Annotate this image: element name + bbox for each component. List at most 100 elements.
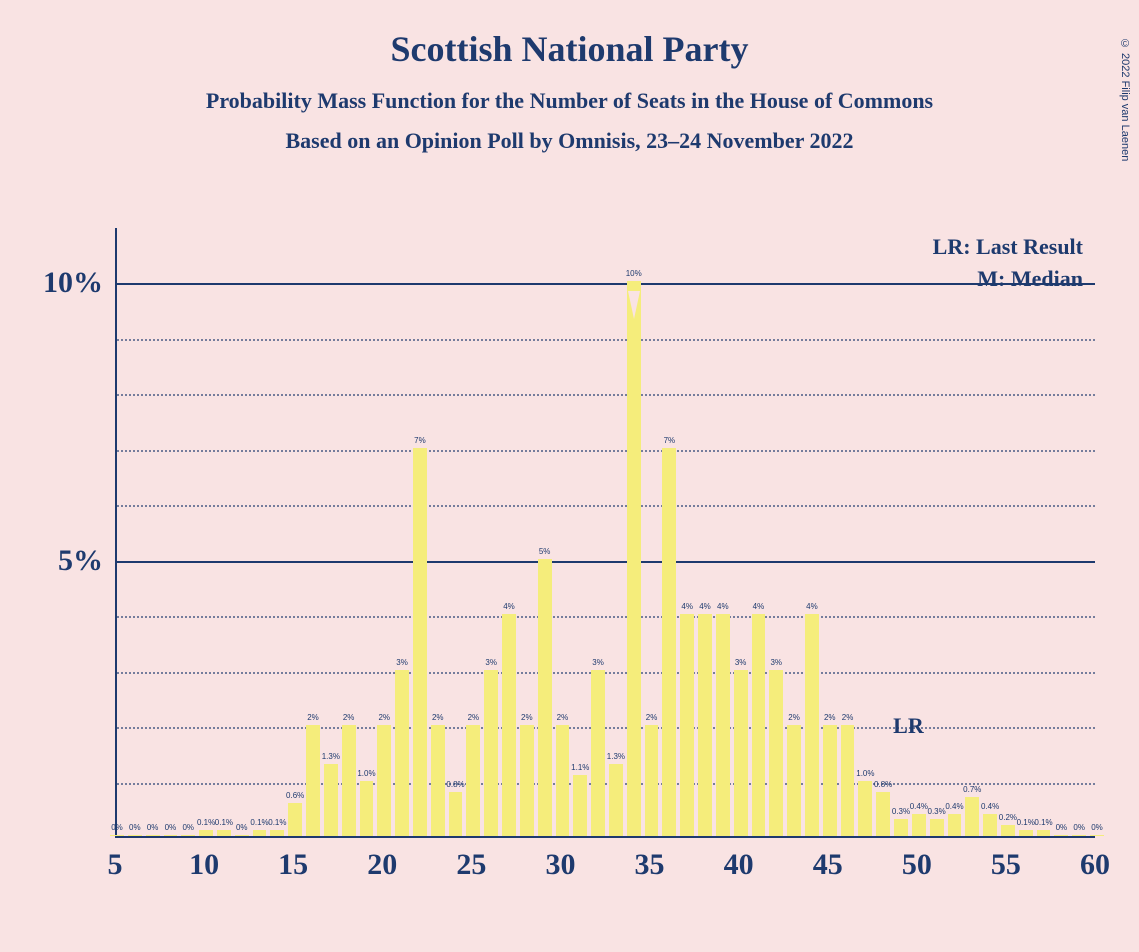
- bar: [164, 835, 178, 836]
- bar: [413, 448, 427, 836]
- bar: [217, 830, 231, 836]
- bar-value-label: 7%: [414, 436, 426, 445]
- legend-m: M: Median: [977, 266, 1083, 292]
- x-axis-label: 10: [189, 848, 219, 882]
- bar: [680, 614, 694, 836]
- bar: [573, 775, 587, 836]
- bar: [716, 614, 730, 836]
- bar: [858, 781, 872, 836]
- bar-value-label: 0%: [111, 823, 123, 832]
- bar-value-label: 1.1%: [571, 763, 589, 772]
- bar-value-label: 2%: [343, 713, 355, 722]
- bar-value-label: 1.3%: [322, 752, 340, 761]
- bar: [502, 614, 516, 836]
- x-axis-label: 30: [545, 848, 575, 882]
- gridline-minor: [117, 727, 1095, 729]
- gridline-major: [117, 283, 1095, 285]
- chart-title: Scottish National Party: [0, 28, 1139, 70]
- lr-marker-label: LR: [893, 713, 924, 739]
- bar: [431, 725, 445, 836]
- bar-value-label: 0%: [1091, 823, 1103, 832]
- copyright-text: © 2022 Filip van Laenen: [1119, 38, 1131, 161]
- bar-value-label: 3%: [485, 658, 497, 667]
- bar-value-label: 1.0%: [357, 769, 375, 778]
- bar-value-label: 2%: [432, 713, 444, 722]
- bar-value-label: 0.8%: [446, 780, 464, 789]
- bar-value-label: 2%: [824, 713, 836, 722]
- bar: [128, 835, 142, 836]
- bar: [609, 764, 623, 836]
- bar: [823, 725, 837, 836]
- bar-value-label: 0%: [165, 823, 177, 832]
- bar: [1019, 830, 1033, 836]
- bar: [662, 448, 676, 836]
- bar-value-label: 1.0%: [856, 769, 874, 778]
- gridline-minor: [117, 672, 1095, 674]
- bar: [110, 835, 124, 836]
- x-axis-label: 55: [991, 848, 1021, 882]
- bar: [235, 835, 249, 836]
- bar-value-label: 2%: [307, 713, 319, 722]
- bar: [769, 670, 783, 836]
- bar-value-label: 7%: [664, 436, 676, 445]
- bar-value-label: 0.4%: [945, 802, 963, 811]
- bar-value-label: 2%: [468, 713, 480, 722]
- gridline-minor: [117, 394, 1095, 396]
- gridline-minor: [117, 783, 1095, 785]
- legend-lr: LR: Last Result: [933, 234, 1083, 260]
- gridline-minor: [117, 505, 1095, 507]
- x-axis-label: 15: [278, 848, 308, 882]
- bar: [1001, 825, 1015, 836]
- bar: [377, 725, 391, 836]
- bar-value-label: 0.3%: [928, 807, 946, 816]
- bar: [538, 559, 552, 836]
- bar-value-label: 0.7%: [963, 785, 981, 794]
- y-axis-label: 5%: [58, 544, 103, 578]
- bar: [181, 835, 195, 836]
- bar-value-label: 2%: [557, 713, 569, 722]
- bar-value-label: 0%: [1073, 823, 1085, 832]
- bar: [1090, 835, 1104, 836]
- x-axis-label: 25: [456, 848, 486, 882]
- bar-value-label: 2%: [646, 713, 658, 722]
- bar: [484, 670, 498, 836]
- bar: [965, 797, 979, 836]
- bar-value-label: 4%: [717, 602, 729, 611]
- gridline-minor: [117, 339, 1095, 341]
- bar: [360, 781, 374, 836]
- bar-value-label: 3%: [770, 658, 782, 667]
- bar: [930, 819, 944, 836]
- bar-value-label: 1.3%: [607, 752, 625, 761]
- bar-value-label: 4%: [806, 602, 818, 611]
- bar: [324, 764, 338, 836]
- bar-value-label: 0.2%: [999, 813, 1017, 822]
- x-axis-label: 45: [813, 848, 843, 882]
- bar-value-label: 4%: [681, 602, 693, 611]
- bar: [734, 670, 748, 836]
- bar-value-label: 4%: [503, 602, 515, 611]
- bar-value-label: 0.1%: [1034, 818, 1052, 827]
- x-axis-label: 50: [902, 848, 932, 882]
- bar-value-label: 0%: [182, 823, 194, 832]
- bar-value-label: 3%: [396, 658, 408, 667]
- bar-value-label: 3%: [592, 658, 604, 667]
- bar-value-label: 0.1%: [197, 818, 215, 827]
- bar: [253, 830, 267, 836]
- bar: [1072, 835, 1086, 836]
- x-axis-label: 35: [635, 848, 665, 882]
- chart-subtitle-2: Based on an Opinion Poll by Omnisis, 23–…: [0, 128, 1139, 154]
- y-axis-label: 10%: [43, 266, 103, 300]
- bar: [1037, 830, 1051, 836]
- bar-value-label: 3%: [735, 658, 747, 667]
- bar-value-label: 0.8%: [874, 780, 892, 789]
- bar: [841, 725, 855, 836]
- gridline-minor: [117, 450, 1095, 452]
- bar: [983, 814, 997, 836]
- bar: [645, 725, 659, 836]
- bar-value-label: 0%: [129, 823, 141, 832]
- gridline-minor: [117, 616, 1095, 618]
- bar: [752, 614, 766, 836]
- bar: [912, 814, 926, 836]
- bar-value-label: 2%: [842, 713, 854, 722]
- bar: [698, 614, 712, 836]
